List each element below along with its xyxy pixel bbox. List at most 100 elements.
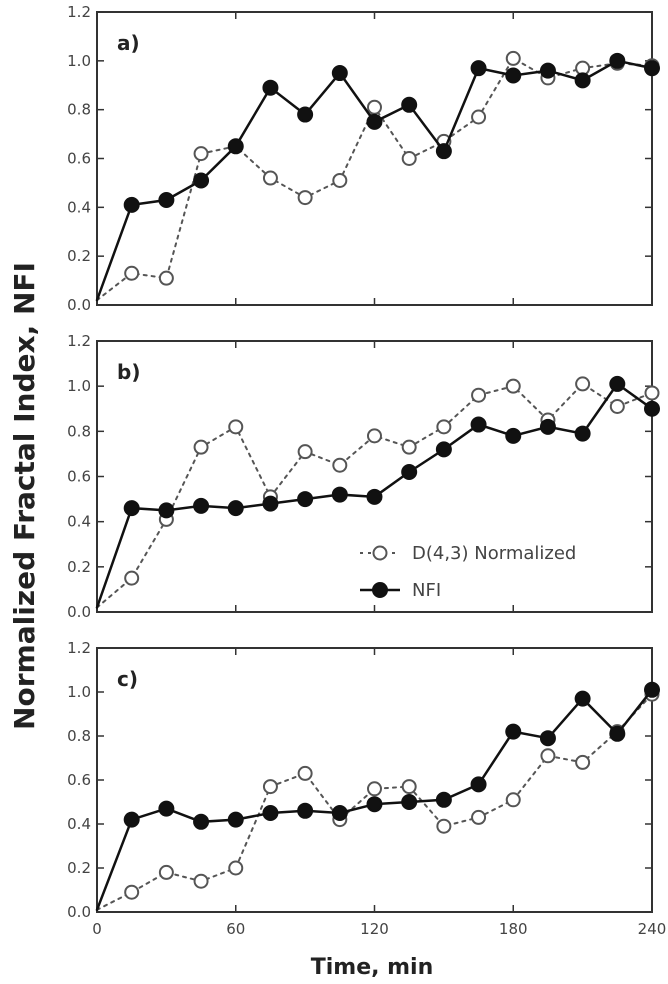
series-nfi-point	[505, 67, 522, 84]
panel-frame	[96, 340, 653, 613]
series-nfi-point	[505, 427, 522, 444]
series-nfi-point	[505, 723, 522, 740]
y-tick-label: 0.0	[67, 903, 91, 921]
series-d43-point	[193, 873, 209, 889]
y-tick-label: 1.0	[67, 377, 91, 395]
panel-label: c)	[117, 667, 138, 691]
y-tick-label: 1.0	[67, 52, 91, 70]
y-tick-label: 1.2	[67, 639, 91, 657]
series-d43-point	[540, 748, 556, 764]
x-tick-label: 180	[499, 920, 528, 938]
series-nfi-point	[401, 96, 418, 113]
series-nfi-point	[158, 192, 175, 209]
series-nfi-point	[470, 60, 487, 77]
series-d43-point	[471, 809, 487, 825]
y-tick-label: 0.6	[67, 771, 91, 789]
y-tick-label: 0.4	[67, 198, 91, 216]
series-d43-point	[124, 570, 140, 586]
series-nfi-point	[644, 681, 660, 698]
panel-label: b)	[117, 360, 140, 384]
series-d43-point	[644, 385, 660, 401]
series-d43-point	[471, 387, 487, 403]
x-tick-label: 60	[226, 920, 245, 938]
series-d43-point	[297, 190, 313, 206]
series-d43-point	[367, 99, 382, 115]
series-d43-point	[228, 419, 244, 435]
x-axis-title: Time, min	[311, 955, 434, 980]
series-nfi-point	[609, 725, 626, 742]
series-d43-point	[124, 265, 140, 281]
series-nfi-point	[435, 143, 452, 160]
series-nfi-point	[193, 497, 210, 514]
series-nfi-point	[193, 172, 210, 189]
y-tick-label: 0.4	[67, 815, 91, 833]
y-tick-label: 0.2	[67, 247, 91, 265]
series-nfi-point	[262, 495, 279, 512]
series-d43-point	[401, 151, 417, 166]
series-nfi-point	[123, 811, 140, 828]
series-nfi-point	[644, 60, 660, 77]
x-tick-label: 0	[92, 920, 102, 938]
series-d43-point	[575, 376, 591, 392]
series-nfi-point	[574, 72, 591, 89]
series-d43-point	[158, 864, 174, 880]
series-nfi-point	[297, 491, 314, 508]
y-tick-label: 0.0	[67, 296, 91, 314]
series-d43-point	[471, 109, 487, 125]
series-nfi-point	[297, 802, 314, 819]
series-nfi-point	[435, 441, 452, 458]
series-nfi-point	[366, 113, 383, 130]
series-d43-point	[367, 428, 382, 444]
series-d43-point	[124, 884, 140, 900]
series-d43-line	[96, 693, 653, 911]
x-tick-label: 120	[360, 920, 389, 938]
series-nfi-point	[123, 196, 140, 213]
series-nfi-point	[262, 79, 279, 96]
series-nfi-point	[331, 805, 348, 821]
panel-2: 0.0 0.2 0.4 0.6 0.8 1.0 1.2 b) D(4,3) Normalized…	[67, 332, 660, 621]
series-d43-point	[332, 172, 348, 188]
y-tick-label: 0.8	[67, 727, 91, 745]
series-nfi-point	[401, 463, 418, 480]
legend-d43-label: D(4,3) Normalized	[412, 543, 576, 564]
series-nfi-point	[331, 486, 348, 503]
y-tick-label: 1.0	[67, 683, 91, 701]
series-nfi-point	[470, 416, 487, 433]
series-d43-point	[158, 270, 174, 286]
y-tick-label: 0.8	[67, 422, 91, 440]
series-nfi-point	[227, 500, 244, 517]
series-nfi-point	[331, 65, 348, 82]
series-d43-point	[505, 378, 521, 394]
series-nfi-point	[158, 800, 175, 817]
series-d43-point	[505, 50, 521, 66]
y-tick-label: 0.0	[67, 603, 91, 621]
series-d43-point	[609, 398, 625, 414]
series-d43-point	[505, 792, 521, 808]
panel-frame	[96, 11, 653, 306]
series-nfi-point	[123, 500, 140, 517]
y-tick-label: 0.2	[67, 558, 91, 576]
series-nfi-point	[539, 418, 556, 435]
series-d43-point	[297, 444, 313, 460]
series-d43-point	[436, 818, 452, 834]
series-nfi-point	[227, 811, 244, 828]
legend-d43-marker	[372, 545, 388, 561]
series-d43-point	[401, 439, 417, 455]
y-tick-label: 1.2	[67, 3, 91, 21]
series-d43-point	[262, 170, 278, 186]
series-nfi-point	[609, 375, 626, 392]
series-nfi-point	[539, 730, 556, 747]
series-nfi-point	[366, 796, 383, 813]
series-nfi-point	[401, 794, 418, 810]
legend-nfi-label: NFI	[412, 580, 441, 601]
series-d43-point	[193, 439, 209, 455]
series-nfi-point	[193, 813, 210, 830]
series-nfi-point	[435, 791, 452, 808]
y-tick-label: 0.8	[67, 101, 91, 119]
series-nfi-line	[95, 59, 654, 302]
series-nfi-point	[539, 62, 556, 79]
series-d43-point	[332, 457, 348, 473]
series-d43-point	[262, 779, 278, 795]
